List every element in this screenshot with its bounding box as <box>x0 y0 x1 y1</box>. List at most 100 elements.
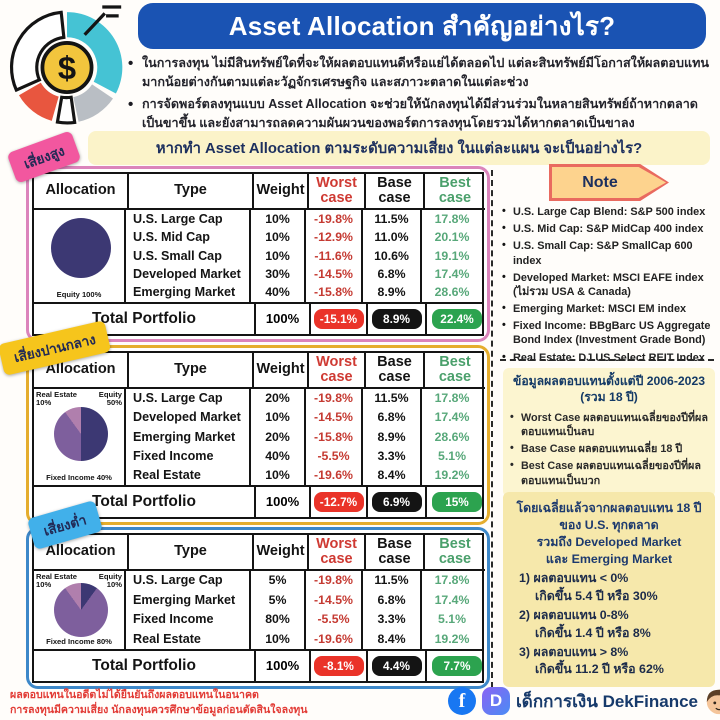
table-header-row: Allocation Type Weight Worst case Base c… <box>34 535 485 571</box>
cell-worst: -19.6% <box>306 629 363 649</box>
note-title: Note <box>582 173 618 191</box>
table-header-row: Allocation Type Weight Worst case Base c… <box>34 353 485 389</box>
pie-chart-medium-risk <box>54 406 108 461</box>
total-label: Total Portfolio <box>34 303 256 334</box>
col-header-weight: Weight <box>254 353 309 389</box>
cell-best: 17.8% <box>434 211 470 226</box>
pie-label-real-estate: Real Estate 10% <box>36 389 77 408</box>
total-weight: 100% <box>256 303 311 334</box>
cell-worst: -5.5% <box>306 446 363 466</box>
total-base-badge: 6.9% <box>371 491 422 512</box>
note-item: U.S. Small Cap: S&P SmallCap 600 index <box>502 238 716 267</box>
pie-label-equity: Equity 10% <box>98 571 122 590</box>
allocation-table-high-risk: Allocation Type Weight Worst case Base c… <box>26 166 490 342</box>
cell-type: U.S. Large Cap <box>126 570 251 591</box>
cell-weight: 10% <box>251 227 306 247</box>
pie-chart-low-risk <box>54 582 108 637</box>
cell-worst: -19.8% <box>306 570 363 591</box>
col-header-type: Type <box>129 535 254 571</box>
col-header-allocation: Allocation <box>34 353 129 389</box>
col-header-allocation: Allocation <box>34 535 129 571</box>
cell-weight: 10% <box>251 629 306 649</box>
table-header-row: Allocation Type Weight Worst case Base c… <box>34 174 485 210</box>
cell-worst: -19.8% <box>306 388 363 408</box>
table-rows: U.S. Large Cap 10% -19.8% 11.5% 17.8% U.… <box>126 209 482 302</box>
cell-weight: 5% <box>251 570 306 591</box>
boy-avatar <box>706 688 720 715</box>
summary-item: 2) ผลตอบแทน 0-8% <box>519 608 629 623</box>
cell-type: Fixed Income <box>126 609 251 630</box>
col-header-best-case: Best case <box>425 174 485 210</box>
cell-best: 19.2% <box>434 631 470 646</box>
cell-type: Developed Market <box>126 407 251 427</box>
cell-worst: -11.6% <box>306 246 363 265</box>
cell-weight: 10% <box>251 209 306 228</box>
cell-type: Emerging Market <box>126 426 251 447</box>
table-rows: U.S. Large Cap 5% -19.8% 11.5% 17.8% Eme… <box>126 570 482 649</box>
cell-type: U.S. Small Cap <box>126 246 251 265</box>
blockdit-icon[interactable]: D <box>482 687 510 715</box>
col-header-best-case: Best case <box>425 535 485 571</box>
cell-best: 19.1% <box>434 248 470 263</box>
allocation-pie-cell: Equity 100% <box>34 209 126 302</box>
cell-base: 11.5% <box>363 570 422 591</box>
allocation-pie-cell: Real Estate 10% Equity 50% Fixed Income … <box>34 388 126 485</box>
summary-item-detail: เกิดขึ้น 5.4 ปี หรือ 30% <box>535 588 658 603</box>
cell-type: Emerging Market <box>126 590 251 610</box>
total-worst-badge: -12.7% <box>313 491 364 512</box>
cell-base: 11.5% <box>363 388 422 408</box>
table-rows: U.S. Large Cap 20% -19.8% 11.5% 17.8% De… <box>126 388 482 485</box>
intro-bullets: ในการลงทุน ไม่มีสินทรัพย์ใดที่จะให้ผลตอบ… <box>128 53 714 136</box>
cell-best: 17.8% <box>434 391 470 406</box>
summary-heading-line: โดยเฉลี่ยแล้วจากผลตอบแทน 18 ปี <box>516 501 702 515</box>
cell-base: 8.9% <box>363 283 422 302</box>
pie-label-fixed-income: Fixed Income 80% <box>46 636 112 646</box>
page-title-text: Asset Allocation สำคัญอย่างไร? <box>228 10 616 41</box>
svg-text:$: $ <box>58 49 76 86</box>
total-best-badge: 22.4% <box>432 308 482 329</box>
page-title: Asset Allocation สำคัญอย่างไร? <box>138 3 706 49</box>
cell-base: 6.8% <box>363 264 422 284</box>
total-row: Total Portfolio 100% -8.1% 4.4% 7.7% <box>34 648 482 681</box>
col-header-type: Type <box>129 174 254 210</box>
brand-name: เด็กการเงิน DekFinance <box>516 691 698 711</box>
note-ribbon: Note <box>549 164 669 201</box>
summary-heading-line: ของ U.S. ทุกตลาด <box>559 518 659 533</box>
col-header-weight: Weight <box>254 535 309 571</box>
col-header-worst-case: Worst case <box>309 174 366 210</box>
cell-weight: 80% <box>251 609 306 630</box>
vertical-dashed-divider <box>491 170 493 688</box>
col-header-worst-case: Worst case <box>309 353 366 389</box>
cell-weight: 20% <box>251 426 306 447</box>
note-item: U.S. Large Cap Blend: S&P 500 index <box>502 204 716 219</box>
cell-base: 11.0% <box>363 227 422 247</box>
col-header-worst-case: Worst case <box>309 535 366 571</box>
cell-worst: -14.5% <box>306 264 363 284</box>
cell-weight: 10% <box>251 246 306 265</box>
cell-base: 8.4% <box>363 629 422 649</box>
question-text: หากทำ Asset Allocation ตามระดับความเสี่ย… <box>155 141 643 157</box>
cell-best: 5.1% <box>437 612 467 627</box>
col-header-best-case: Best case <box>425 353 485 389</box>
disclaimer: ผลตอบแทนในอดีตไม่ได้ยืนยันถึงผลตอบแทนในอ… <box>10 688 307 718</box>
cell-weight: 40% <box>251 446 306 466</box>
total-row: Total Portfolio 100% -12.7% 6.9% 15% <box>34 484 482 517</box>
total-label: Total Portfolio <box>34 650 256 681</box>
total-weight: 100% <box>256 650 311 681</box>
brand-footer: f D เด็กการเงิน DekFinance <box>448 686 720 716</box>
summary-item-detail: เกิดขึ้น 1.4 ปี หรือ 8% <box>535 625 651 640</box>
cell-best: 20.1% <box>434 230 470 245</box>
facebook-icon[interactable]: f <box>448 687 476 715</box>
cell-type: Real Estate <box>126 629 251 649</box>
returns-info-box: ข้อมูลผลตอบแทนตั้งแต่ปี 2006-2023 (รวม 1… <box>503 368 715 497</box>
intro-bullet: การจัดพอร์ตลงทุนแบบ Asset Allocation จะช… <box>128 94 714 133</box>
cell-worst: -14.5% <box>306 407 363 427</box>
cell-worst: -14.5% <box>306 590 363 610</box>
cell-type: Real Estate <box>126 465 251 485</box>
note-item: Emerging Market: MSCI EM index <box>502 301 716 316</box>
returns-info-item: Base Case ผลตอบแทนเฉลี่ย 18 ปี <box>510 441 708 456</box>
cell-type: U.S. Large Cap <box>126 388 251 408</box>
cell-worst: -12.9% <box>306 227 363 247</box>
total-worst-badge: -8.1% <box>313 655 364 676</box>
col-header-weight: Weight <box>254 174 309 210</box>
